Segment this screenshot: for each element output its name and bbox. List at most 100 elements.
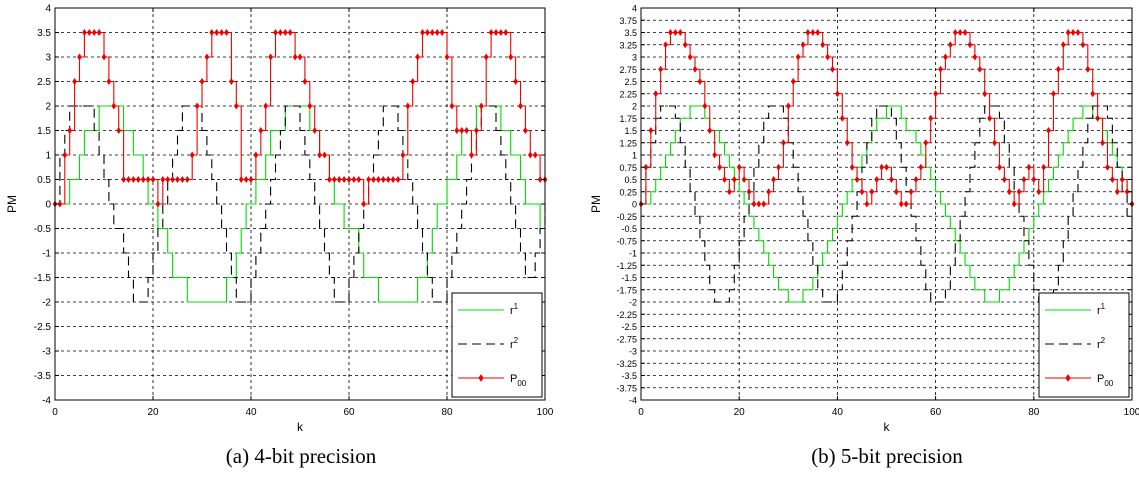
data-point-marker (282, 28, 288, 37)
data-point-marker (483, 53, 489, 61)
caption-b: (b) 5-bit precision (811, 444, 963, 468)
y-tick-label: -2 (629, 298, 637, 308)
data-point-marker (997, 163, 1002, 171)
data-point-marker (771, 175, 776, 184)
data-point-marker (874, 175, 880, 184)
data-point-marker (1046, 126, 1051, 135)
data-point-marker (830, 65, 835, 73)
data-point-marker (712, 151, 718, 159)
y-tick-label: 1.25 (619, 138, 637, 148)
data-point-marker (977, 65, 983, 73)
x-tick-label: 20 (147, 407, 159, 418)
data-point-marker (643, 163, 649, 171)
data-point-marker (1095, 114, 1100, 122)
data-point-marker (273, 28, 278, 37)
data-point-marker (57, 200, 63, 208)
y-tick-label: 2 (632, 102, 637, 112)
data-point-marker (1124, 188, 1130, 196)
chart-panel-b: 4 3.75 3.5 3.25 3 2.75 2.5 2.25 2 1.75 1.5 1.25 1 0.7… (589, 4, 1139, 435)
data-point-marker (859, 188, 865, 196)
y-tick-label: 0 (632, 200, 637, 210)
x-tick-label: 80 (1028, 407, 1040, 418)
data-point-marker (175, 175, 180, 184)
data-point-marker (844, 139, 850, 147)
data-point-marker (761, 200, 767, 208)
data-point-marker (992, 139, 997, 147)
data-point-marker (160, 175, 166, 184)
x-tick-label: 100 (1124, 407, 1139, 418)
data-point-marker (1060, 41, 1066, 49)
y-tick-label: -1.5 (621, 273, 637, 283)
data-point-marker (101, 53, 107, 61)
y-tick-label: 2.75 (619, 65, 637, 75)
data-point-marker (849, 163, 855, 171)
y-axis-label: PM (589, 195, 603, 213)
data-point-marker (341, 175, 347, 184)
legend: r1 r2 P00 (1038, 292, 1130, 398)
data-point-marker (1051, 90, 1056, 98)
data-point-marker (682, 41, 688, 49)
y-tick-label: 1.5 (624, 126, 637, 136)
data-point-marker (668, 28, 673, 37)
y-tick-label: 4 (632, 4, 637, 14)
data-point-marker (967, 41, 973, 49)
series-line (55, 105, 545, 303)
data-point-marker (1021, 175, 1027, 184)
data-point-marker (532, 151, 538, 159)
data-point-marker (425, 28, 430, 37)
data-point-marker (972, 53, 978, 61)
legend: r1 r2 P00 (451, 292, 543, 398)
data-point-marker (751, 200, 757, 208)
data-point-marker (248, 175, 254, 184)
data-point-marker (1109, 175, 1115, 184)
x-axis-label: k (297, 420, 304, 434)
y-tick-label: -2 (42, 298, 51, 309)
legend-label: P00 (1097, 373, 1114, 388)
data-point-marker (889, 175, 894, 184)
data-point-marker (302, 77, 308, 86)
y-tick-label: -2.5 (621, 322, 637, 332)
data-point-marker (287, 28, 293, 37)
data-point-marker (91, 28, 97, 37)
y-tick-label: -2.25 (616, 310, 637, 320)
y-tick-label: -3.5 (621, 371, 637, 381)
data-point-marker (825, 53, 830, 61)
data-point-marker (820, 41, 826, 49)
data-point-marker (918, 163, 924, 171)
data-point-marker (1119, 175, 1125, 184)
x-tick-label: 0 (638, 407, 644, 418)
data-point-marker (410, 77, 416, 86)
data-point-marker (434, 28, 440, 37)
data-point-marker (131, 175, 136, 184)
data-point-marker (508, 53, 514, 61)
data-point-marker (233, 102, 239, 110)
y-tick-label: -3 (42, 347, 51, 358)
data-point-marker (928, 114, 934, 122)
data-point-marker (204, 53, 210, 61)
data-point-marker (96, 28, 102, 37)
data-point-marker (957, 28, 963, 37)
y-tick-label: 0 (45, 200, 51, 211)
data-point-marker (987, 114, 992, 122)
data-point-marker (805, 28, 811, 37)
data-point-marker (746, 188, 752, 196)
data-point-marker (488, 28, 494, 37)
data-point-marker (648, 126, 654, 135)
legend-label: r1 (510, 302, 519, 317)
data-point-marker (82, 28, 87, 37)
data-point-marker (933, 90, 938, 98)
data-point-marker (1001, 175, 1007, 184)
data-point-marker (707, 126, 713, 135)
legend-box (451, 292, 543, 398)
series-r1 (55, 105, 545, 303)
data-point-marker (1100, 139, 1105, 147)
data-point-marker (263, 102, 269, 110)
y-tick-label: 3.25 (619, 40, 637, 50)
data-point-marker (697, 77, 703, 86)
data-point-marker (459, 126, 465, 135)
data-point-marker (1055, 65, 1061, 73)
data-point-marker (677, 28, 683, 37)
data-point-marker (184, 175, 190, 184)
data-point-marker (1080, 41, 1086, 49)
data-point-marker (170, 175, 175, 184)
